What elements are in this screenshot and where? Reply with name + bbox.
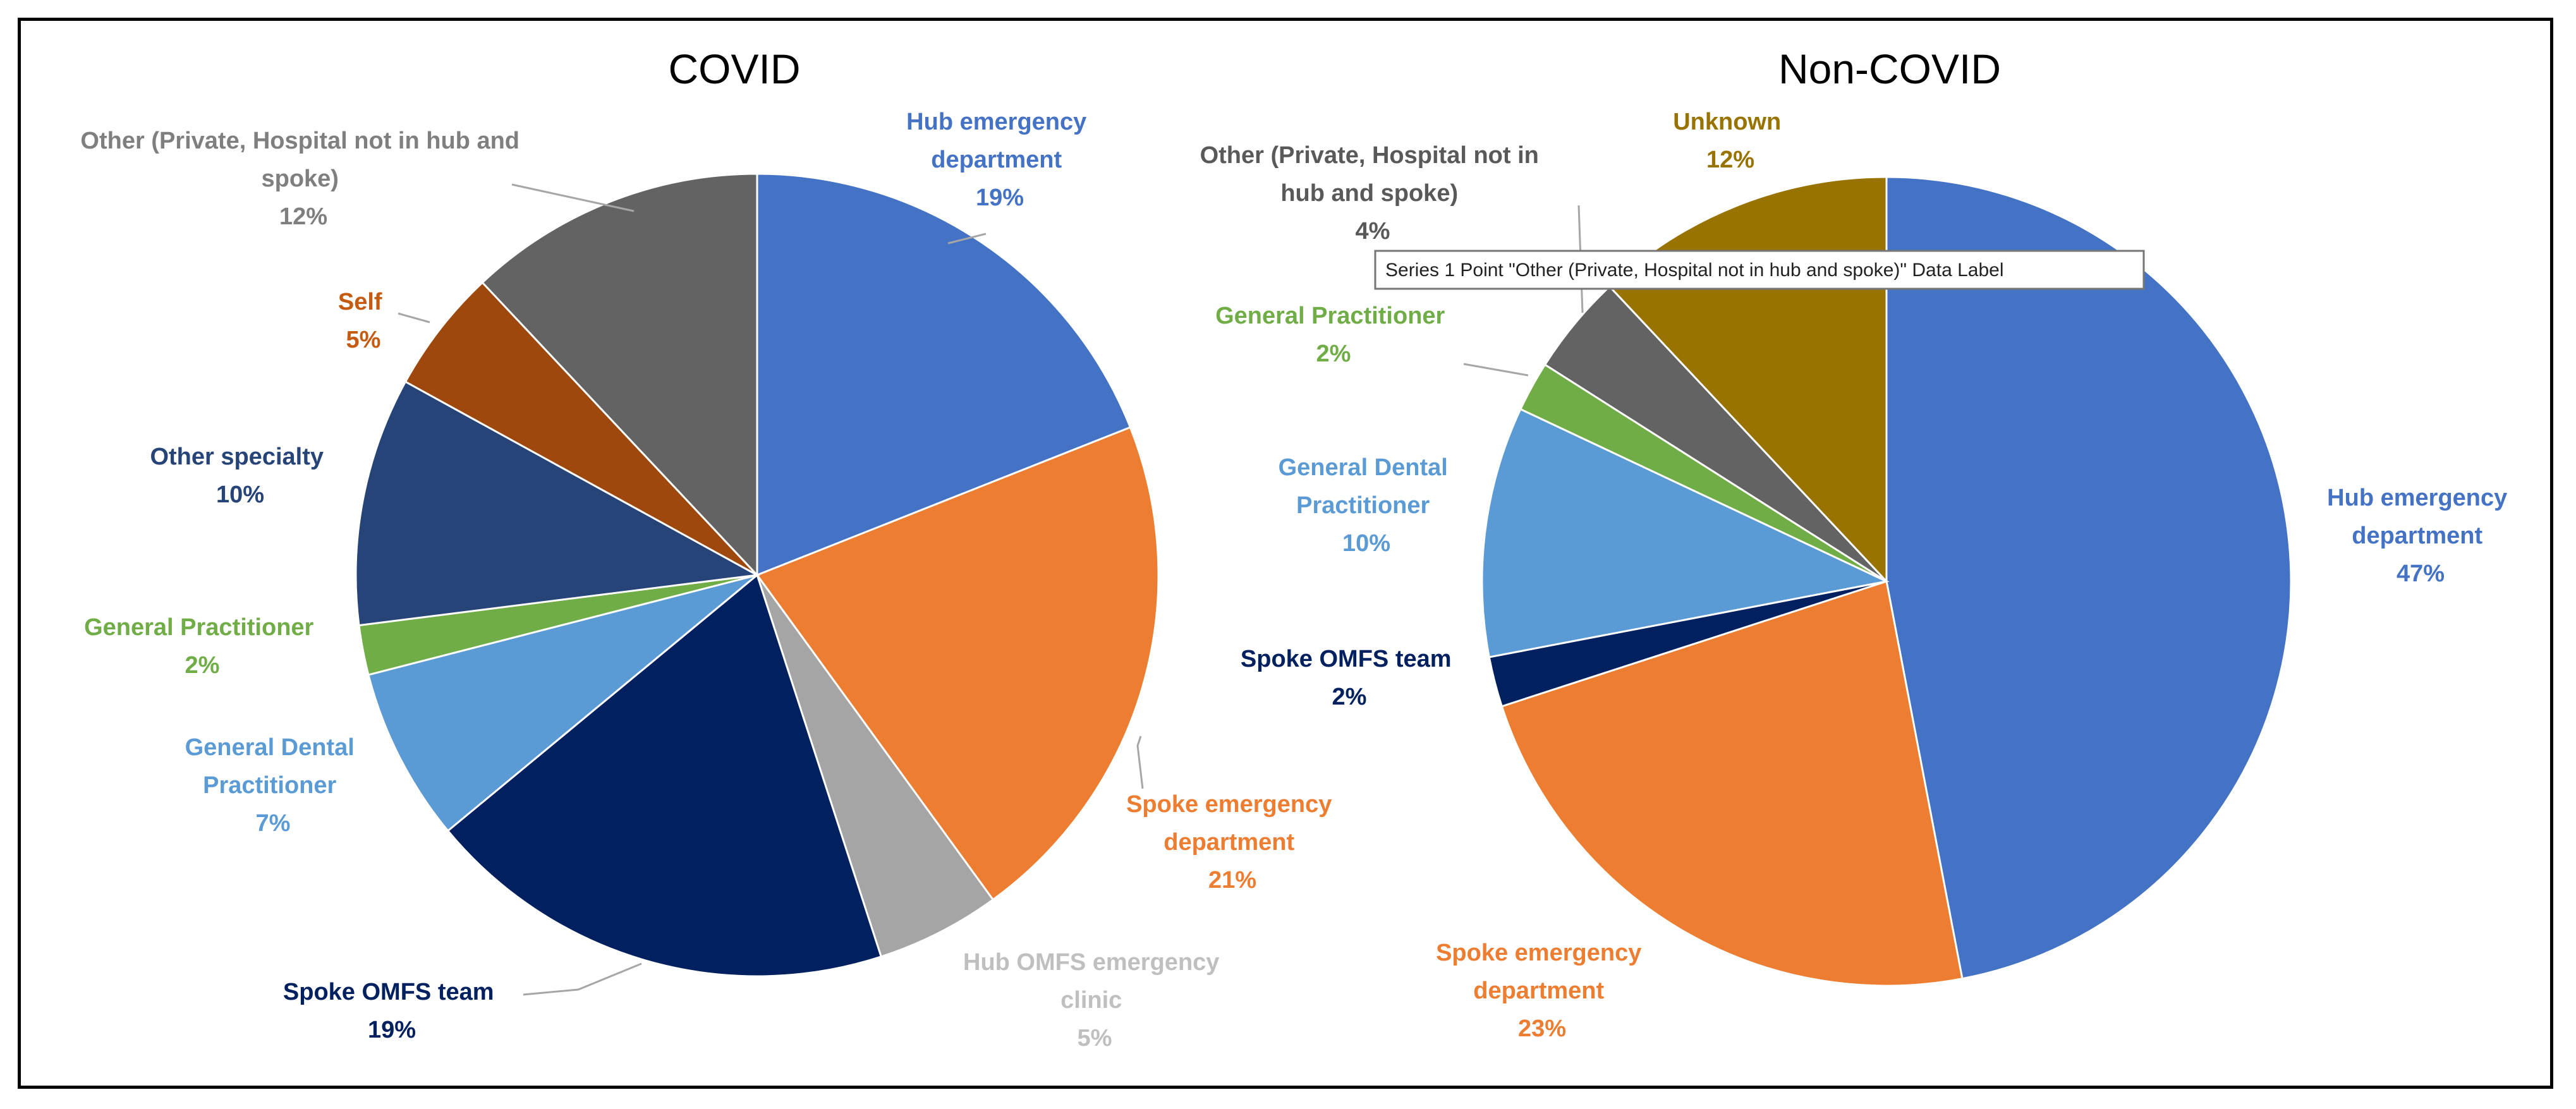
noncovid-label-other-private-hospital[interactable]: Other (Private, Hospital not in hub and … [1200, 142, 1546, 245]
covid-label-hub-emergency-department[interactable]: Hub emergency department 19% [906, 109, 1093, 211]
noncovid-slice-general-dental-practitioner[interactable] [1481, 408, 1890, 658]
covid-slice-hub-emergency-department[interactable] [756, 173, 1132, 577]
noncovid-pie [1481, 176, 2292, 987]
noncovid-chart-title: Non-COVID [1778, 45, 2001, 92]
covid-slice-self[interactable] [404, 281, 758, 576]
noncovid-slice-spoke-emergency-department[interactable] [1500, 580, 1964, 987]
noncovid-label-spoke-emergency-department[interactable]: Spoke emergency department 23% [1436, 940, 1648, 1042]
covid-slice-spoke-omfs-team[interactable] [446, 573, 883, 978]
covid-label-general-practitioner[interactable]: General Practitioner 2% [84, 614, 320, 679]
covid-label-self[interactable]: Self 5% [338, 289, 389, 353]
covid-label-other-private-hospital[interactable]: Other (Private, Hospital not in hub and … [80, 128, 526, 230]
leader-line-covid-other-private [511, 183, 635, 212]
leader-line-noncovid-gp [1463, 363, 1529, 377]
data-label-tooltip: Series 1 Point "Other (Private, Hospital… [1374, 250, 2145, 290]
covid-slice-spoke-emergency-department[interactable] [755, 426, 1160, 901]
covid-label-general-dental-practitioner[interactable]: General Dental Practitioner 7% [185, 734, 361, 837]
covid-slice-other-private-hospital-not-in-hub-and-spoke[interactable] [481, 173, 758, 578]
covid-slice-general-dental-practitioner[interactable] [367, 574, 758, 832]
covid-label-spoke-emergency-department[interactable]: Spoke emergency department 21% [1126, 791, 1339, 894]
tooltip-text: Series 1 Point "Other (Private, Hospital… [1385, 260, 2004, 281]
noncovid-label-general-dental-practitioner[interactable]: General Dental Practitioner 10% [1279, 454, 1455, 557]
noncovid-label-unknown[interactable]: Unknown 12% [1673, 109, 1788, 173]
noncovid-label-spoke-omfs-team[interactable]: Spoke OMFS team 2% [1241, 646, 1458, 710]
leader-line-covid-hub-ed [947, 233, 987, 245]
covid-pie [355, 173, 1160, 978]
tooltip-box [1374, 250, 2145, 290]
covid-slice-other-specialty[interactable] [355, 380, 760, 627]
leader-line-covid-self [398, 312, 430, 324]
leader-line-covid-spoke-ed [1136, 736, 1144, 789]
noncovid-slice-hub-emergency-department[interactable] [1885, 176, 2292, 980]
covid-label-other-specialty[interactable]: Other specialty 10% [150, 444, 330, 508]
covid-chart-title: COVID [668, 45, 800, 92]
noncovid-label-general-practitioner[interactable]: General Practitioner 2% [1215, 303, 1452, 367]
covid-slice-hub-omfs-emergency-clinic[interactable] [756, 574, 995, 958]
leader-line-covid-spoke-omfs [523, 962, 642, 996]
covid-label-hub-omfs-emergency-clinic[interactable]: Hub OMFS emergency clinic 5% [963, 949, 1226, 1051]
covid-label-spoke-omfs-team[interactable]: Spoke OMFS team 19% [283, 979, 501, 1043]
noncovid-label-hub-emergency-department[interactable]: Hub emergency department 47% [2327, 485, 2514, 587]
